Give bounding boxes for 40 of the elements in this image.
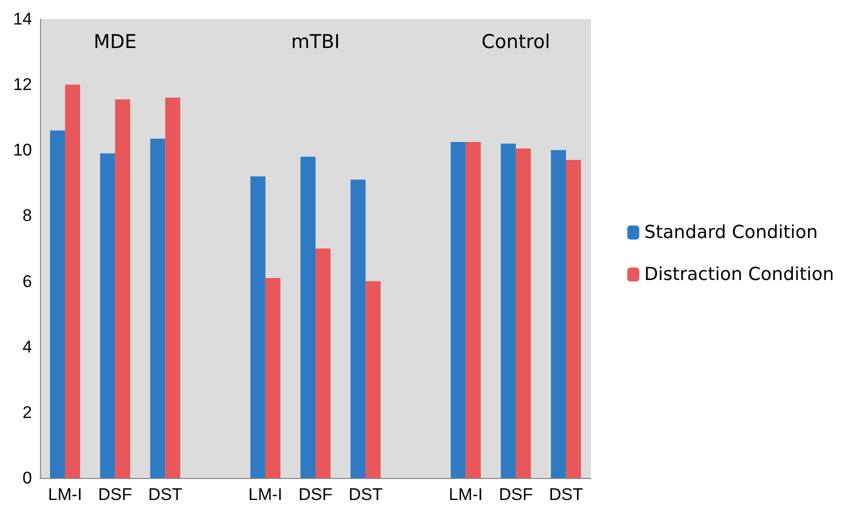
- annotation: MDE: [94, 31, 137, 53]
- y-tick-label: 4: [22, 337, 32, 356]
- bar: [50, 130, 66, 478]
- annotation: Control: [482, 31, 550, 53]
- bar: [100, 153, 116, 478]
- bar: [316, 248, 331, 478]
- x-tick-label: DST: [548, 485, 583, 504]
- x-tick-label: DSF: [98, 485, 132, 504]
- x-tick-label: DST: [148, 485, 182, 504]
- bar: [115, 99, 130, 478]
- y-tick-label: 14: [13, 10, 32, 28]
- bar: [366, 281, 381, 478]
- bar: [466, 142, 481, 478]
- bar: [350, 180, 366, 478]
- y-tick-label: 10: [13, 140, 32, 160]
- bar: [550, 150, 566, 478]
- bar: [165, 98, 180, 478]
- y-tick-label: 2: [22, 402, 32, 422]
- annotation: mTBI: [291, 31, 340, 53]
- y-tick-label: 12: [13, 75, 32, 94]
- bar: [265, 278, 280, 478]
- bar: [65, 84, 80, 478]
- bar: [500, 144, 516, 478]
- x-tick-label: DSF: [298, 485, 332, 504]
- x-tick-label: LM-I: [248, 485, 282, 504]
- x-tick-label: LM-I: [48, 485, 82, 504]
- bar: [300, 156, 316, 478]
- bar: [150, 138, 166, 478]
- y-tick-label: 6: [22, 272, 32, 291]
- bar: [450, 142, 466, 478]
- bar: [566, 160, 581, 478]
- legend-label: Distraction Condition: [644, 264, 834, 285]
- x-tick-label: LM-I: [448, 485, 483, 504]
- y-tick-label: 8: [22, 206, 32, 226]
- y-tick-label: 0: [22, 468, 32, 488]
- bar: [516, 148, 531, 478]
- x-tick-label: DSF: [498, 485, 533, 504]
- bar: [250, 176, 266, 478]
- legend-label: Standard Condition: [644, 222, 818, 243]
- x-tick-label: DST: [348, 485, 383, 504]
